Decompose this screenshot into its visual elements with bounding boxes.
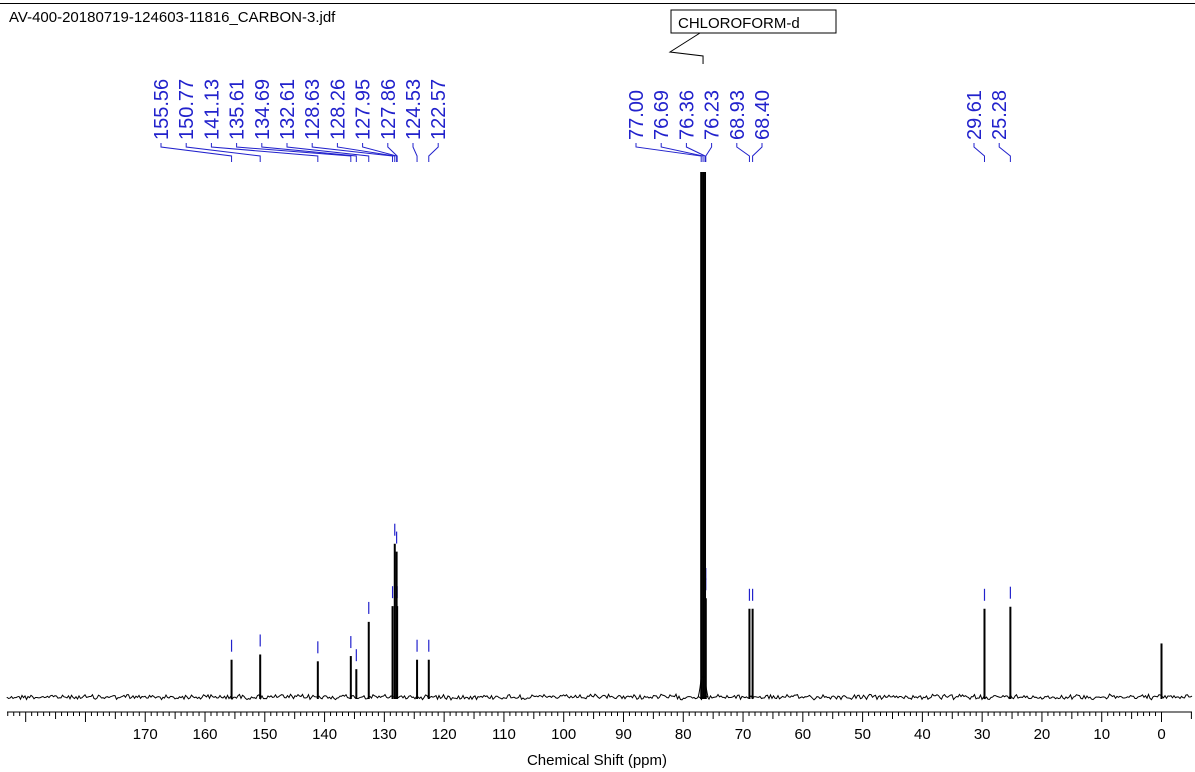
spectrum-baseline [6,693,1193,701]
peak-label-leader [286,143,370,162]
x-tick-label: 170 [133,726,158,743]
solvent-peak-base [697,676,709,698]
peak-label: 155.56 [151,79,173,140]
peak-label: 68.40 [752,90,774,140]
peak-label: 77.00 [626,90,648,140]
peak-label: 127.86 [378,79,400,140]
peak-label: 135.61 [227,79,249,140]
peak-label-leader [705,143,713,162]
peak-label: 124.53 [403,79,425,140]
peak-label-leader [685,143,706,162]
peak-label: 141.13 [201,79,223,140]
peak-label: 150.77 [176,79,198,140]
peak-label: 76.23 [702,90,724,140]
x-axis-title: Chemical Shift (ppm) [527,752,667,769]
peak-label: 134.69 [252,79,274,140]
x-tick-label: 150 [252,726,277,743]
peak-label-leader [428,143,439,162]
file-title: AV-400-20180719-124603-11816_CARBON-3.jd… [9,9,336,26]
peak-label-leader [236,143,352,162]
peak-label-leader [635,143,702,162]
x-tick-label: 70 [735,726,752,743]
solvent-label-leader [668,32,704,64]
peak-label-leader [998,143,1011,162]
x-tick-label: 100 [551,726,576,743]
peak-label-leader [387,143,398,162]
solvent-annotation: CHLOROFORM-d [668,9,837,64]
x-axis: 170 160 150 140 130 120 110 100 90 80 70 60 50 40 30 20… [7,711,1192,743]
peak-label: 25.28 [989,90,1011,140]
peak-label-leader [311,143,394,162]
peak-label-leader [412,143,418,162]
peak-label-group: 155.56 150.77 141.13 135.61 134.69 132.61 128.… [151,79,1011,162]
x-tick-label: 110 [492,726,516,743]
x-tick-label: 60 [794,726,811,743]
peak-label-leader [973,143,985,162]
x-tick-label: 90 [615,726,632,743]
solvent-label: CHLOROFORM-d [678,15,800,32]
peak-label-leader [160,143,233,162]
peak-label-leader [210,143,319,162]
peak-label-leader [736,143,750,162]
peak-label: 29.61 [964,90,986,140]
x-tick-label: 140 [312,726,337,743]
peak-label: 128.26 [327,79,349,140]
x-tick-label: 40 [914,726,931,743]
peak-label: 128.63 [302,79,324,140]
solvent-label-box [670,9,837,34]
peak-group [230,172,1163,699]
peak-label: 76.36 [676,90,698,140]
peak-label: 132.61 [277,79,299,140]
x-tick-label: 120 [432,726,457,743]
x-tick-label: 160 [193,726,218,743]
peak-marker-group [230,523,1011,662]
peak-label: 127.95 [353,79,375,140]
peak-label-leader [185,143,261,162]
x-tick-label: 50 [854,726,871,743]
peak-label: 122.57 [428,79,450,140]
x-tick-label: 10 [1093,726,1110,743]
x-tick-label: 30 [974,726,991,743]
peak-label-leader [261,143,357,162]
peak-label-leader [752,143,763,162]
top-border [0,3,1195,4]
x-tick-label: 80 [675,726,692,743]
peak-label: 68.93 [727,90,749,140]
x-tick-label: 130 [372,726,397,743]
x-tick-label: 20 [1034,726,1051,743]
peak-label-leader [660,143,704,162]
x-tick-label: 0 [1157,726,1165,743]
peak-label: 76.69 [651,90,673,140]
peak-label-leader [362,143,398,162]
peak-label-leader [336,143,396,162]
